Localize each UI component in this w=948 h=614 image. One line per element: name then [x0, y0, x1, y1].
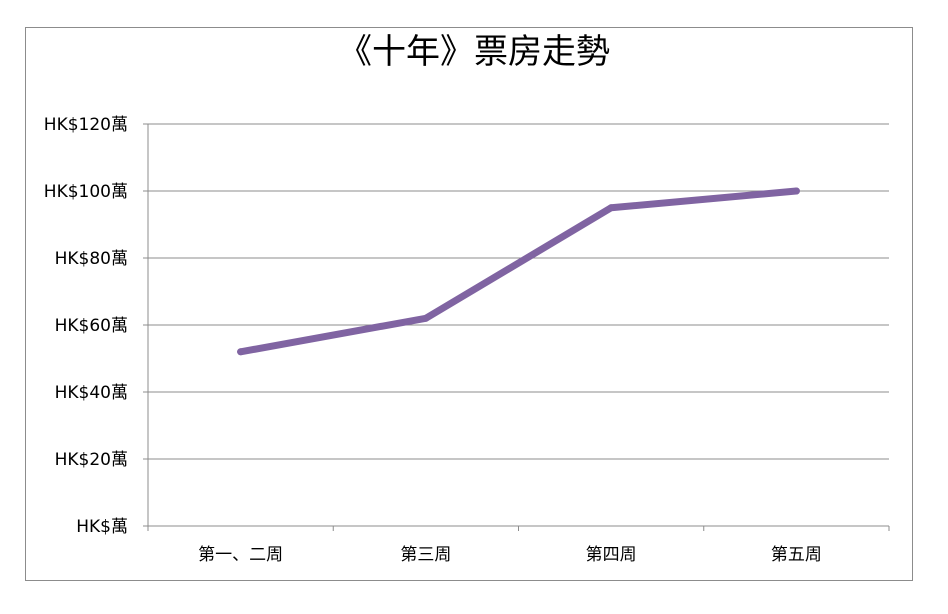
- y-tick-label: HK$60萬: [55, 316, 128, 336]
- data-point: [237, 348, 245, 356]
- x-tick-label: 第三周: [400, 545, 451, 565]
- x-axis: 第一、二周 第三周 第四周 第五周: [147, 526, 890, 565]
- y-tick-label: HK$40萬: [55, 383, 128, 403]
- data-point: [422, 314, 430, 322]
- data-point: [607, 204, 615, 212]
- y-tick-label: HK$120萬: [44, 115, 128, 135]
- chart-title: 《十年》票房走勢: [338, 32, 610, 72]
- y-tick-label: HK$萬: [76, 517, 128, 537]
- y-tick-label: HK$20萬: [55, 450, 128, 470]
- series-group: [237, 187, 800, 356]
- y-tick-label: HK$100萬: [44, 182, 128, 202]
- x-tick-label: 第四周: [586, 545, 637, 565]
- y-axis: HK$萬 HK$20萬 HK$40萬 HK$60萬 HK$80萬 HK$100萬 HK$12…: [44, 115, 149, 537]
- chart-frame: [25, 27, 913, 581]
- y-tick-label: HK$80萬: [55, 249, 128, 269]
- data-point: [792, 187, 800, 195]
- x-tick-label: 第五周: [771, 545, 822, 565]
- series-line: [237, 187, 800, 356]
- gridlines: [148, 123, 889, 527]
- x-tick-label: 第一、二周: [198, 545, 283, 565]
